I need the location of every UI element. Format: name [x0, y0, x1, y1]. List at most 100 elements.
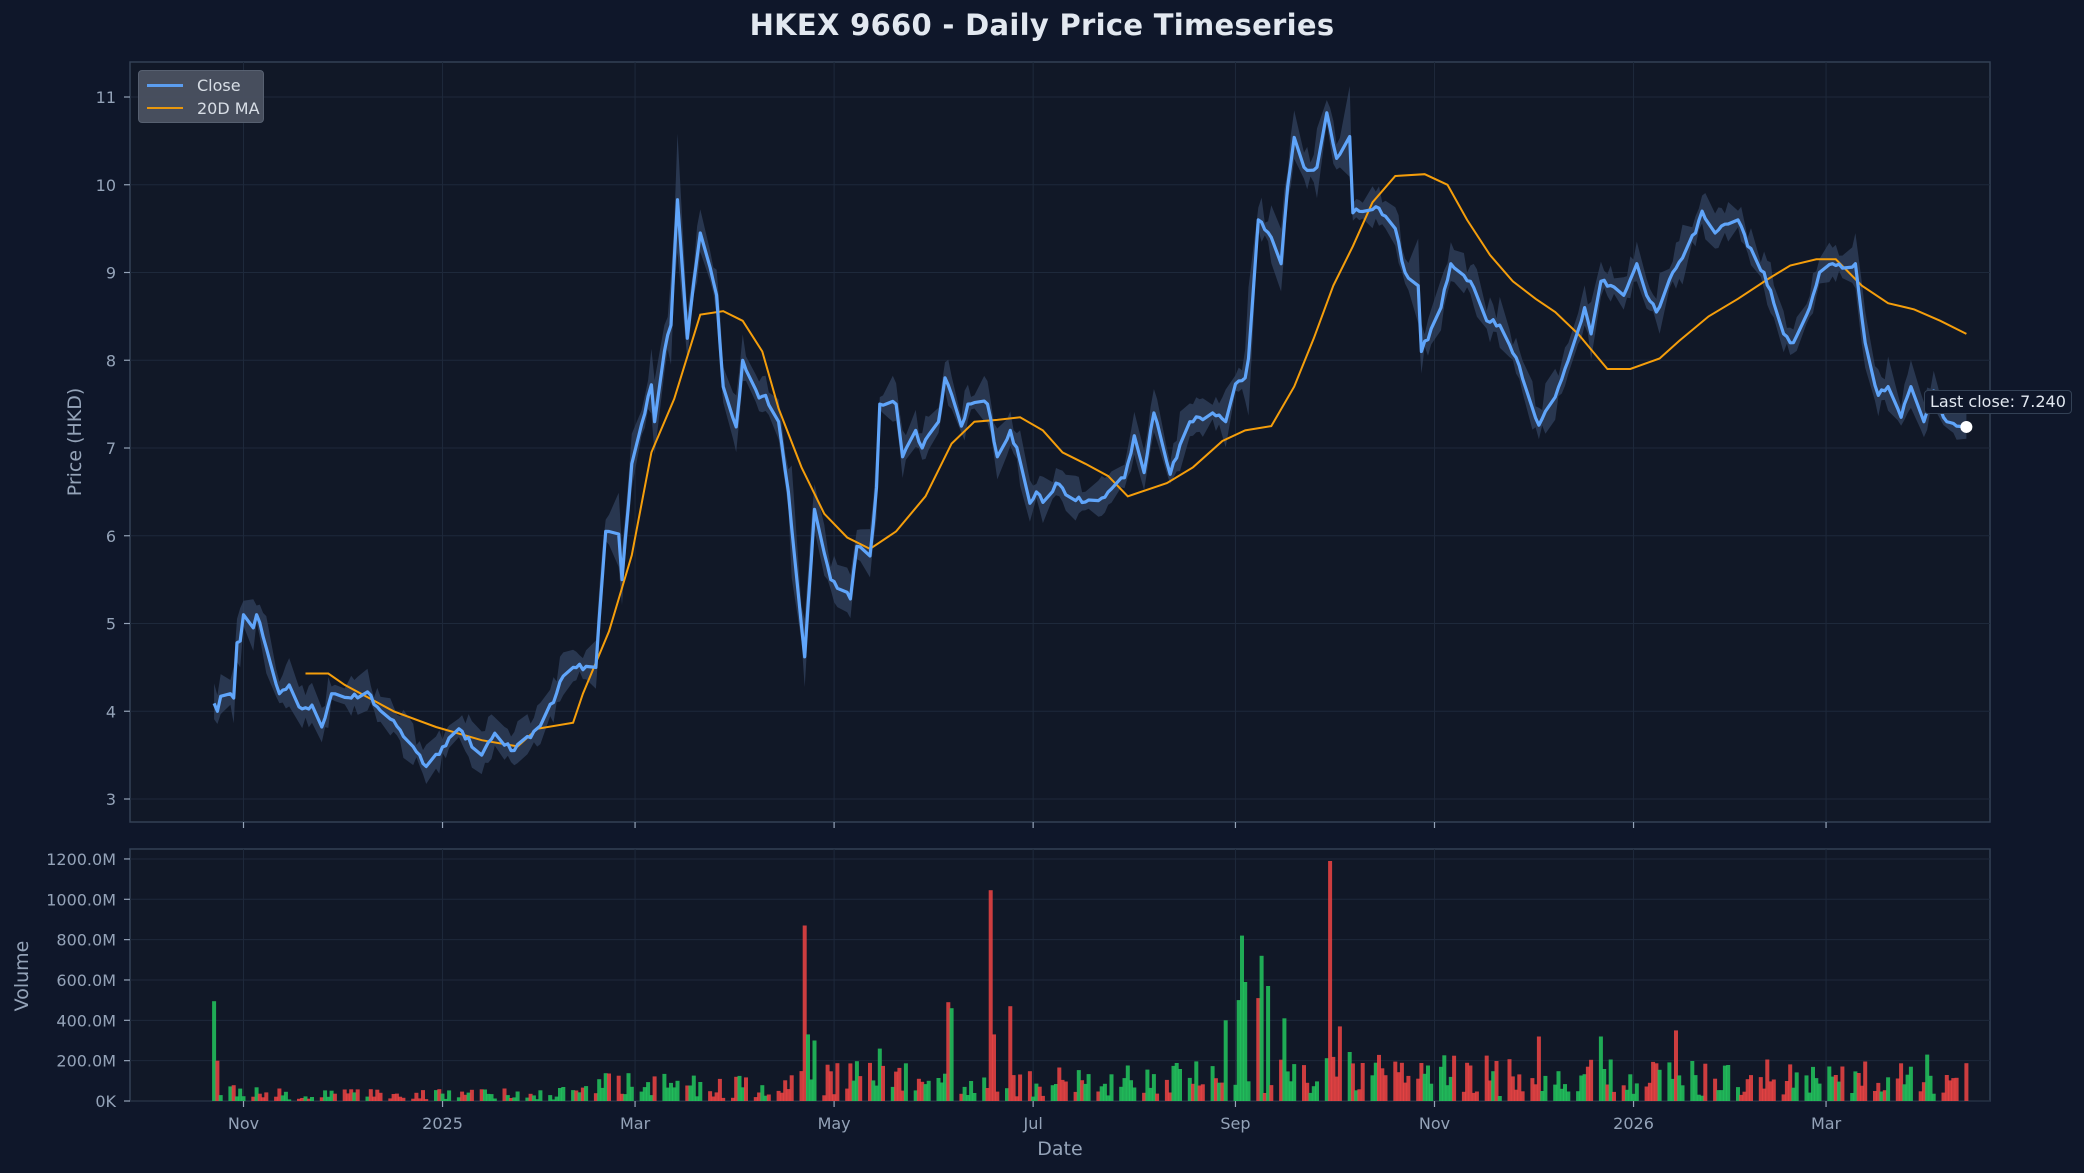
volume-bar — [1602, 1069, 1607, 1101]
volume-bar — [1383, 1075, 1388, 1101]
volume-bar — [1674, 1030, 1678, 1101]
volume-bar — [394, 1093, 399, 1101]
volume-bar — [1651, 1061, 1656, 1101]
volume-bar — [1719, 1090, 1724, 1101]
volume-bar — [620, 1093, 624, 1101]
volume-bar — [698, 1082, 703, 1101]
volume-bar — [440, 1093, 445, 1101]
volume-bar — [1837, 1081, 1842, 1101]
legend-item-ma: 20D MA — [147, 98, 260, 118]
volume-bar — [1406, 1075, 1411, 1101]
volume-bar — [1807, 1092, 1812, 1101]
volume-bar — [1262, 1093, 1267, 1101]
volume-bar — [936, 1078, 941, 1101]
volume-bar — [1122, 1078, 1127, 1101]
volume-bar — [1315, 1081, 1319, 1101]
volume-bar — [881, 1065, 885, 1101]
volume-bar — [1187, 1077, 1192, 1101]
volume-bar — [486, 1093, 491, 1101]
volume-bar — [1791, 1087, 1796, 1101]
volume-bar — [1328, 861, 1333, 1101]
volume-bar — [1553, 1084, 1558, 1101]
volume-bar — [760, 1085, 765, 1101]
volume-bar — [802, 925, 807, 1101]
volume-bar — [326, 1096, 331, 1101]
volume-bar — [1031, 1096, 1036, 1101]
volume-bar — [672, 1087, 677, 1101]
volume-bar — [1419, 1063, 1424, 1101]
volume-bar — [1621, 1085, 1626, 1101]
volume-bar — [1722, 1065, 1727, 1101]
volume-bar — [1168, 1092, 1173, 1101]
volume-bar — [832, 1094, 837, 1101]
volume-bar — [1132, 1087, 1137, 1101]
volume-bar — [1311, 1086, 1316, 1101]
volume-bar — [1129, 1080, 1133, 1101]
volume-bar — [1308, 1092, 1313, 1101]
volume-bar — [783, 1080, 788, 1101]
volume-bar — [297, 1098, 301, 1101]
volume-bar — [593, 1093, 598, 1101]
volume-bar — [1331, 1056, 1336, 1101]
volume-bar — [717, 1078, 722, 1101]
volume-bar — [1491, 1071, 1496, 1101]
volume-bar — [992, 1034, 996, 1101]
volume-bar — [1931, 1093, 1936, 1101]
volume-bar — [1347, 1052, 1352, 1101]
volume-bar — [1899, 1063, 1904, 1101]
volume-bar — [1507, 1059, 1512, 1101]
volume-bar — [1703, 1063, 1708, 1101]
volume-bar — [1514, 1089, 1519, 1101]
volume-bar — [1794, 1072, 1799, 1101]
volume-bar — [280, 1095, 285, 1101]
volume-bar — [1285, 1071, 1290, 1101]
volume-bar — [806, 1034, 810, 1101]
volume-bar — [949, 1008, 954, 1101]
volume-bar — [283, 1091, 288, 1101]
volume-bar — [1076, 1070, 1081, 1101]
volume-bar — [1631, 1093, 1636, 1101]
volume-bar — [1582, 1074, 1587, 1101]
volume-bar — [1426, 1065, 1430, 1101]
volume-bar — [982, 1077, 987, 1101]
volume-bar — [616, 1075, 621, 1101]
volume-bar — [1677, 1075, 1682, 1101]
volume-bar — [1882, 1090, 1887, 1101]
volume-bar — [548, 1095, 553, 1101]
volume-bar — [414, 1092, 419, 1101]
volume-bar — [629, 1086, 634, 1101]
volume-bar — [714, 1092, 719, 1101]
volume-bar — [1106, 1095, 1111, 1101]
volume-bar — [1063, 1081, 1068, 1101]
volume-bar — [1164, 1079, 1169, 1101]
volume-bar — [1429, 1083, 1434, 1101]
volume-bar — [946, 1002, 951, 1101]
volume-bar — [1612, 1091, 1616, 1101]
volume-bar — [1598, 1036, 1603, 1101]
volume-bar — [1520, 1091, 1525, 1101]
volume-bar — [1445, 1085, 1450, 1101]
volume-bar — [342, 1089, 347, 1101]
volume-bar — [1018, 1074, 1023, 1101]
volume-bar — [1256, 998, 1261, 1101]
volume-bar — [1811, 1066, 1815, 1101]
volume-bar — [1566, 1091, 1571, 1101]
volume-bar — [352, 1092, 357, 1101]
legend: Close 20D MA — [138, 70, 264, 123]
close-line — [212, 111, 1967, 769]
price-tick-label: 4 — [106, 702, 116, 721]
volume-bar — [988, 890, 993, 1101]
volume-bar — [969, 1081, 974, 1101]
volume-bar — [1142, 1092, 1147, 1101]
volume-bar — [1579, 1075, 1584, 1101]
volume-bar — [1670, 1078, 1675, 1101]
volume-bar — [665, 1087, 670, 1101]
volume-bar — [241, 1096, 246, 1101]
volume-bar — [1155, 1093, 1160, 1101]
volume-bar — [1399, 1062, 1404, 1101]
volume-bar — [1151, 1074, 1156, 1101]
volume-bar — [1282, 1018, 1287, 1101]
volume-bar — [1178, 1069, 1182, 1101]
volume-bar — [231, 1085, 236, 1101]
